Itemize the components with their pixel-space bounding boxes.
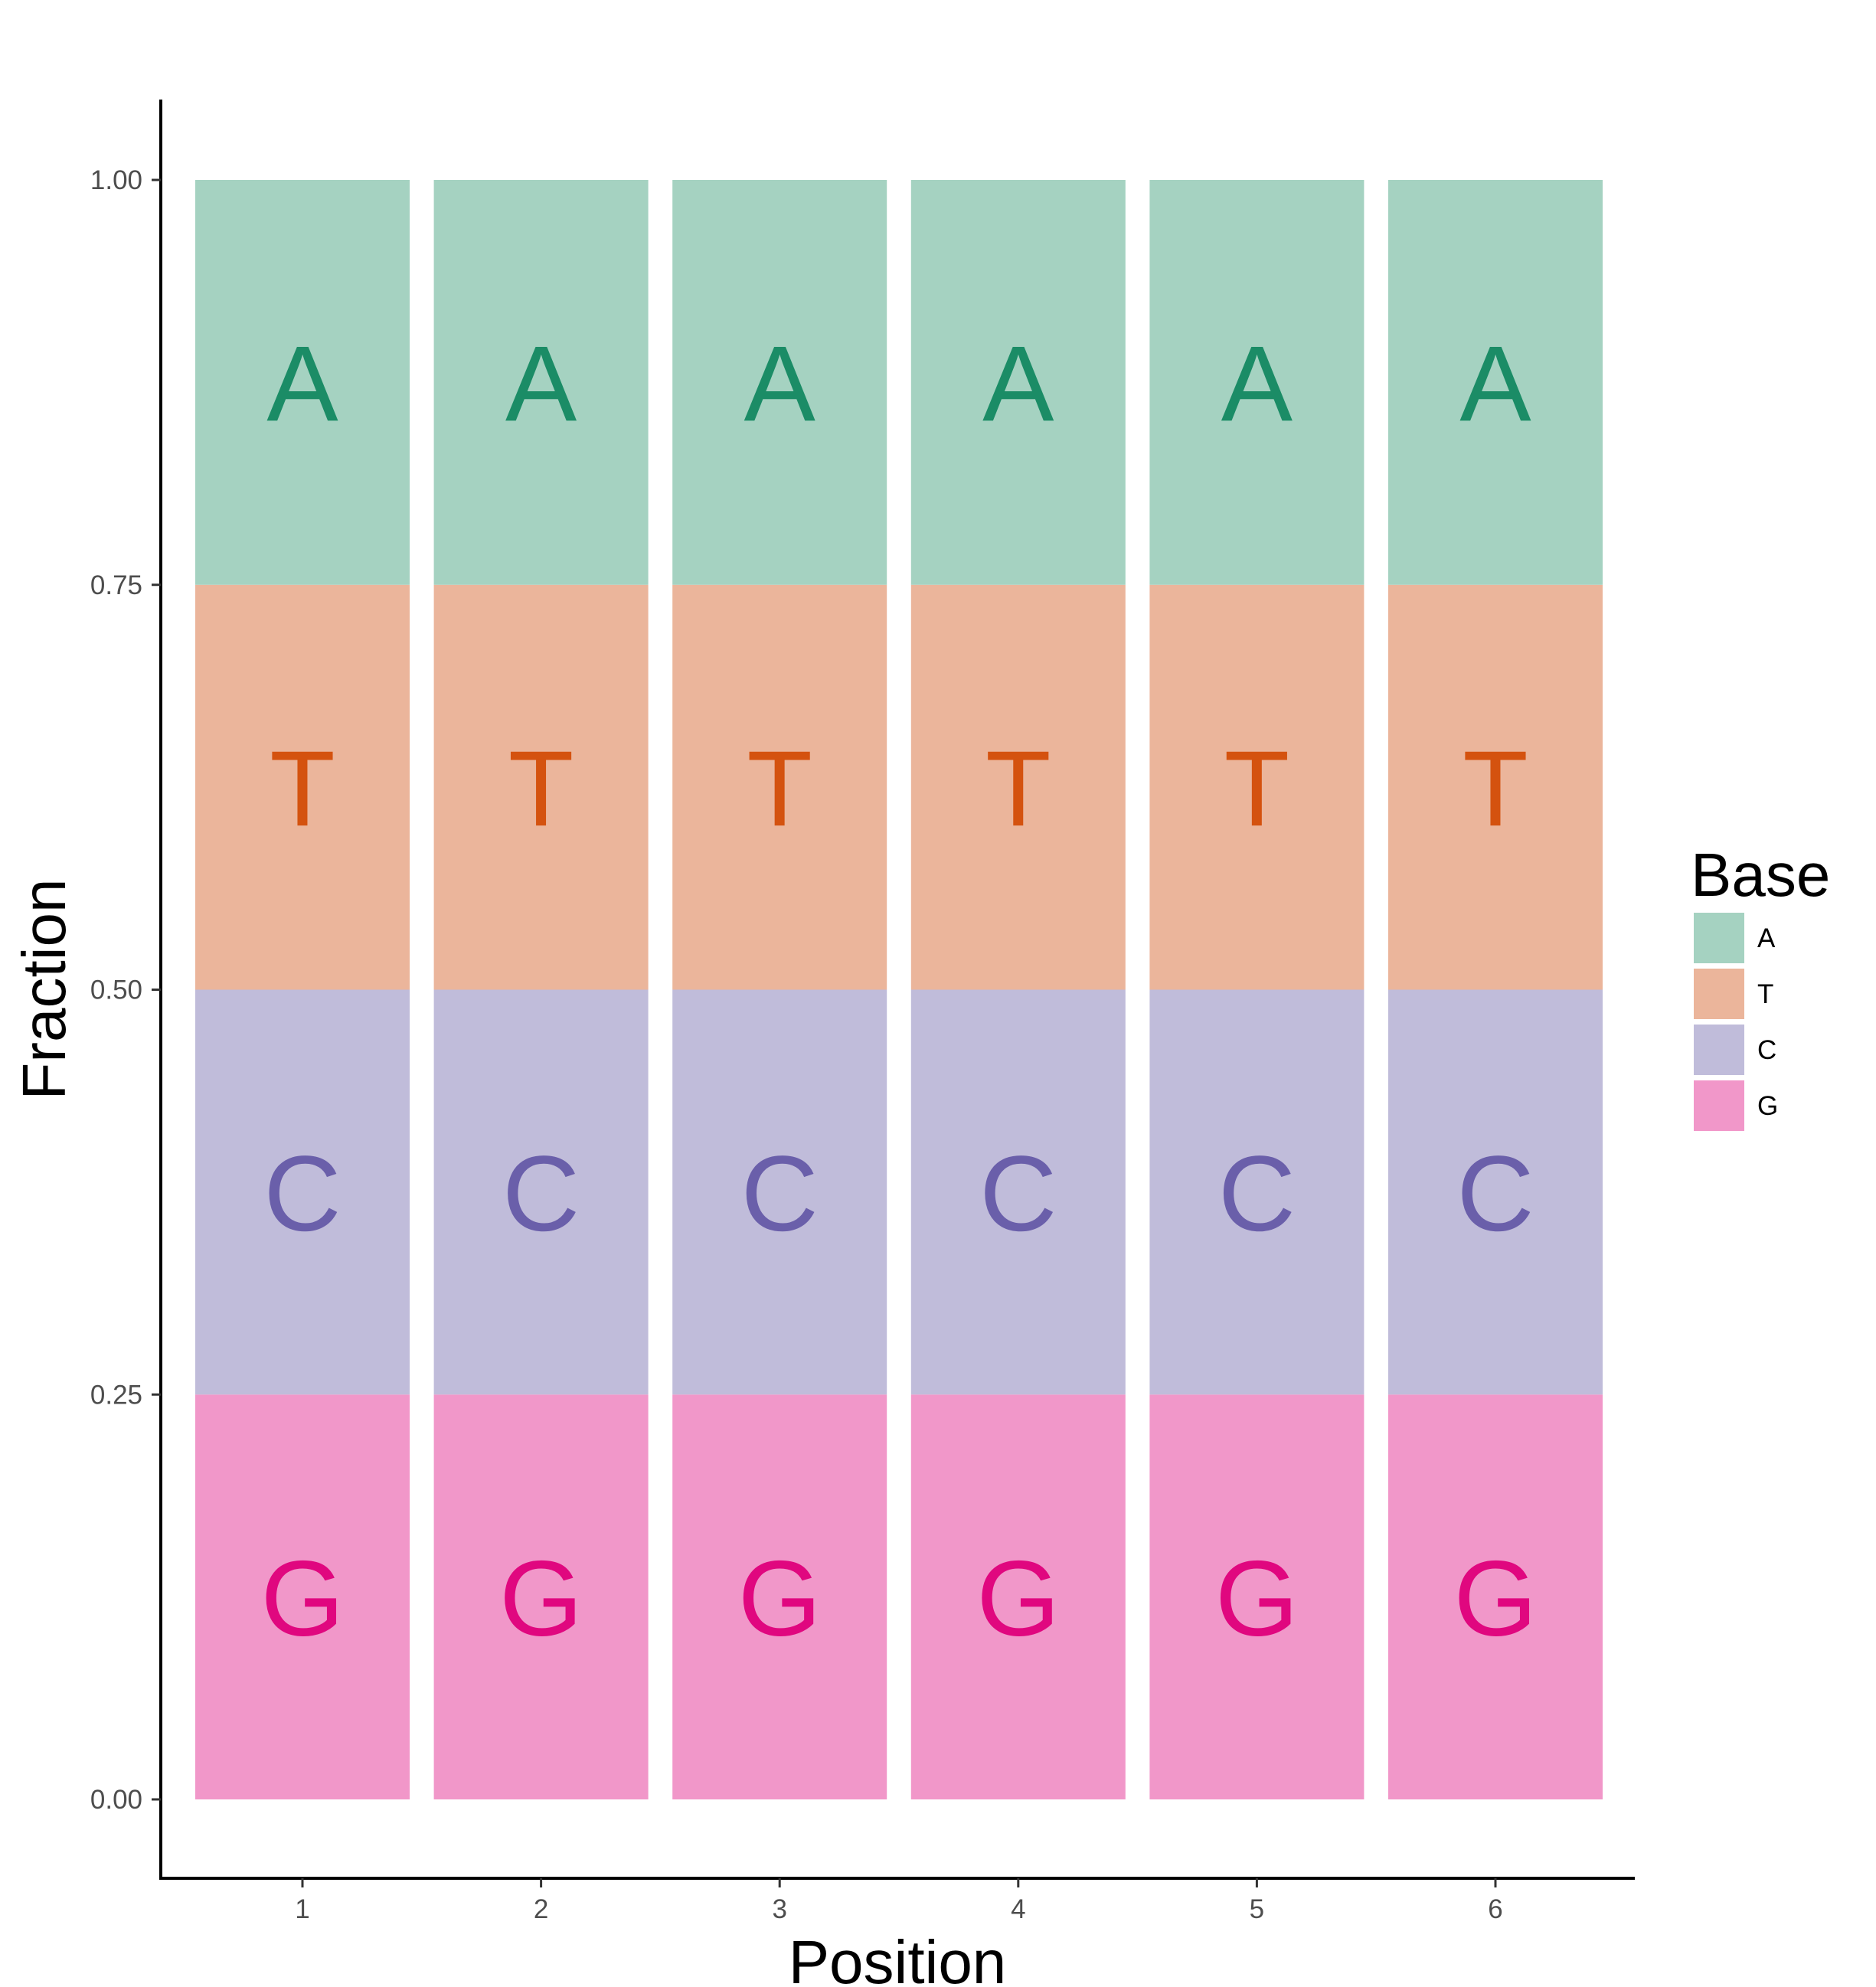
bar-label-G-pos-2: G [499,1538,583,1659]
legend-swatch-C [1694,1025,1744,1075]
legend-swatch-T [1694,969,1744,1019]
bar-labels-layer: G C T A G C T A G C T A G C T A G C T A G C T A [261,323,1538,1658]
x-tick-label: 4 [1011,1894,1025,1924]
bar-segment-T-pos-4 [910,584,1126,990]
bar-label-G-pos-4: G [976,1538,1060,1659]
y-tick-label: 0.00 [90,1785,142,1815]
bar-segment-T-pos-3 [672,584,887,990]
bar-label-A-pos-6: A [1459,323,1531,443]
bar-label-A-pos-2: A [505,323,577,443]
legend-title: Base [1691,841,1830,909]
y-axis-title: Fraction [10,879,78,1100]
bar-label-T-pos-1: T [270,728,335,848]
y-tick-label: 0.75 [90,570,142,600]
bar-segment-A-pos-3 [672,180,887,585]
bar-segment-C-pos-2 [433,989,649,1395]
bar-segment-G-pos-5 [1149,1394,1365,1799]
bar-segment-A-pos-4 [910,180,1126,585]
legend-label-G: G [1757,1091,1778,1121]
legend-label-T: T [1757,979,1773,1009]
bar-segment-T-pos-1 [195,584,410,990]
bar-label-A-pos-4: A [982,323,1054,443]
x-axis-title: Position [789,1928,1007,1987]
bar-segment-C-pos-4 [910,989,1126,1395]
bar-label-A-pos-1: A [266,323,338,443]
bar-label-C-pos-4: C [979,1133,1057,1253]
bar-label-T-pos-3: T [747,728,812,848]
bar-segment-G-pos-6 [1388,1394,1603,1799]
bar-label-C-pos-5: C [1218,1133,1296,1253]
bar-segment-A-pos-2 [433,180,649,585]
bar-segment-T-pos-6 [1388,584,1603,990]
bar-segment-G-pos-3 [672,1394,887,1799]
bar-label-T-pos-4: T [985,728,1051,848]
bar-segment-A-pos-6 [1388,180,1603,585]
bar-segment-G-pos-1 [195,1394,410,1799]
bar-label-G-pos-3: G [738,1538,822,1659]
bar-label-T-pos-2: T [508,728,574,848]
y-tick-label: 1.00 [90,165,142,195]
x-tick-label: 5 [1250,1894,1264,1924]
legend-swatch-A [1694,913,1744,963]
y-ticks: 0.00 0.25 0.50 0.75 1.00 [90,165,161,1815]
bar-label-C-pos-6: C [1456,1133,1534,1253]
x-tick-label: 3 [772,1894,786,1924]
legend-label-A: A [1757,923,1776,953]
bar-segment-A-pos-5 [1149,180,1365,585]
x-tick-label: 2 [534,1894,548,1924]
legend-swatch-G [1694,1080,1744,1131]
bar-label-C-pos-3: C [741,1133,819,1253]
legend-label-C: C [1757,1035,1776,1065]
bar-label-G-pos-1: G [261,1538,345,1659]
bar-segment-G-pos-4 [910,1394,1126,1799]
bar-label-C-pos-1: C [263,1133,341,1253]
bar-label-G-pos-6: G [1454,1538,1538,1659]
bar-label-A-pos-3: A [744,323,816,443]
bar-segment-T-pos-5 [1149,584,1365,990]
bar-segment-C-pos-1 [195,989,410,1395]
bar-label-T-pos-6: T [1463,728,1528,848]
y-tick-label: 0.25 [90,1380,142,1410]
bar-label-G-pos-5: G [1215,1538,1299,1659]
bar-segment-G-pos-2 [433,1394,649,1799]
bar-segment-T-pos-2 [433,584,649,990]
bar-label-T-pos-5: T [1224,728,1290,848]
bar-segment-C-pos-5 [1149,989,1365,1395]
x-tick-label: 6 [1488,1894,1502,1924]
y-tick-label: 0.50 [90,976,142,1005]
bar-label-C-pos-2: C [502,1133,580,1253]
bar-segment-A-pos-1 [195,180,410,585]
x-tick-label: 1 [295,1894,309,1924]
bar-segment-C-pos-3 [672,989,887,1395]
bar-segment-C-pos-6 [1388,989,1603,1395]
bar-label-A-pos-5: A [1221,323,1293,443]
bars-layer [195,180,1603,1799]
x-ticks: 1 2 3 4 5 6 [295,1878,1503,1924]
